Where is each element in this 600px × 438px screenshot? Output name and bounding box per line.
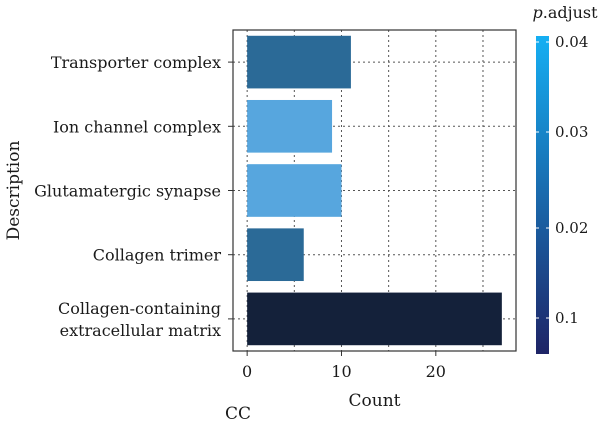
legend-tick-label: 0.1 bbox=[555, 309, 579, 327]
legend-title-italic: p bbox=[532, 3, 542, 22]
legend-title: p.adjust bbox=[532, 3, 598, 22]
y-tick-label: Collagen trimer bbox=[93, 246, 222, 265]
x-tick-label: 10 bbox=[331, 362, 351, 381]
x-axis-label: Count bbox=[349, 391, 401, 411]
y-tick-label: Ion channel complex bbox=[53, 117, 221, 136]
bar bbox=[247, 228, 304, 282]
bars bbox=[247, 35, 502, 346]
bar bbox=[247, 35, 351, 89]
y-tick-labels: Transporter complex Ion channel complex Gl… bbox=[34, 53, 233, 340]
x-tick-label: 20 bbox=[426, 362, 446, 381]
legend-tick-label: 0.02 bbox=[555, 219, 588, 237]
y-axis-label: Description bbox=[4, 141, 24, 241]
y-tick-label: Collagen-containing bbox=[58, 299, 221, 318]
legend-ticks: 0.04 0.03 0.02 0.1 bbox=[536, 33, 588, 327]
color-bar bbox=[536, 36, 549, 354]
legend-title-rest: .adjust bbox=[543, 3, 598, 22]
x-tick-labels: 0 10 20 bbox=[242, 351, 446, 381]
y-tick-label: extracellular matrix bbox=[60, 321, 221, 340]
bar bbox=[247, 164, 342, 217]
x-tick-label: 0 bbox=[242, 362, 252, 381]
y-tick-label: Glutamatergic synapse bbox=[34, 182, 221, 201]
legend-tick-label: 0.04 bbox=[555, 33, 588, 51]
legend-tick-label: 0.03 bbox=[555, 123, 588, 141]
y-tick-label: Transporter complex bbox=[51, 53, 221, 72]
color-legend: p.adjust 0.04 0.03 0.02 0.1 bbox=[532, 3, 598, 354]
bar bbox=[247, 292, 502, 346]
bar bbox=[247, 99, 333, 153]
panel-label: CC bbox=[225, 404, 252, 424]
